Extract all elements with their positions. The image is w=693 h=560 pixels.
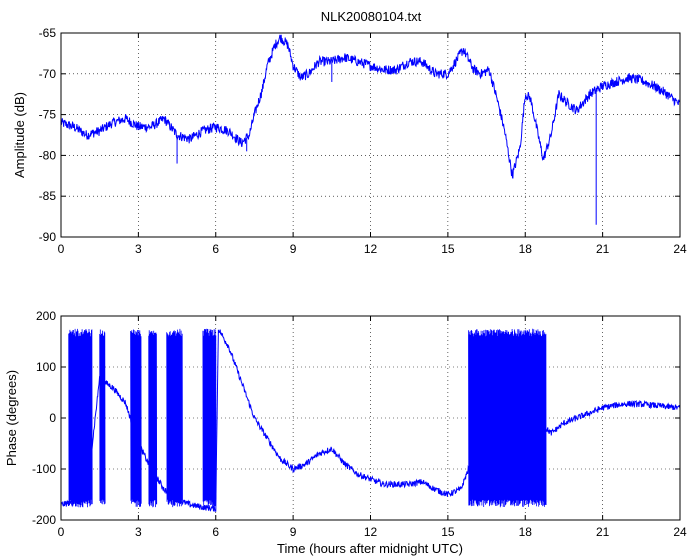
y-tick-label: -70 [39, 67, 57, 81]
x-tick-label: 3 [135, 525, 142, 539]
x-tick-label: 3 [135, 242, 142, 256]
x-tick-label: 18 [519, 242, 533, 256]
y-tick-label: -65 [39, 26, 57, 40]
phase-chart: 0 3 6 9 12 15 18 21 24 -200 -100 0 100 200 Phase (deg… [4, 309, 687, 556]
x-tick-label: 12 [364, 242, 378, 256]
y-tick-label: -85 [39, 189, 57, 203]
amplitude-chart: 0 3 6 9 12 15 18 21 24 -90 -85 -80 -75 -70 -65 Amplitu… [12, 26, 687, 256]
y-tick-label: -80 [39, 148, 57, 162]
phase-x-label: Time (hours after midnight UTC) [277, 541, 463, 556]
phase-wrap-band [202, 328, 217, 508]
y-tick-label: 0 [49, 411, 56, 425]
phase-wrap-band [166, 328, 183, 508]
x-tick-label: 21 [596, 525, 610, 539]
y-tick-label: -75 [39, 108, 57, 122]
phase-wrap-band [99, 329, 106, 505]
x-tick-label: 18 [519, 525, 533, 539]
amplitude-series-line [60, 34, 681, 179]
x-tick-label: 9 [290, 525, 297, 539]
x-tick-label: 15 [441, 242, 455, 256]
phase-wrap-band [130, 329, 142, 507]
phase-wrap-band [148, 330, 158, 508]
phase-ticks: 0 3 6 9 12 15 18 21 24 -200 -100 0 100 200 [32, 309, 687, 539]
phase-y-label: Phase (degrees) [4, 370, 19, 466]
amplitude-ticks: 0 3 6 9 12 15 18 21 24 -90 -85 -80 -75 -70 -65 [39, 26, 687, 256]
x-tick-label: 0 [58, 525, 65, 539]
amplitude-spikes [176, 61, 597, 225]
y-tick-label: 200 [36, 309, 56, 323]
phase-wrap-band [468, 328, 547, 508]
phase-series-line [60, 329, 681, 512]
x-tick-label: 24 [673, 525, 687, 539]
amplitude-y-label: Amplitude (dB) [12, 92, 27, 178]
y-tick-label: -90 [39, 230, 57, 244]
x-tick-label: 6 [212, 525, 219, 539]
x-tick-label: 12 [364, 525, 378, 539]
amplitude-plot-area [61, 33, 680, 237]
phase-wrap-band [68, 328, 93, 508]
y-tick-label: -100 [32, 462, 56, 476]
phase-wrap-segments [68, 328, 547, 508]
x-tick-label: 0 [58, 242, 65, 256]
x-tick-label: 24 [673, 242, 687, 256]
x-tick-label: 21 [596, 242, 610, 256]
y-tick-label: 100 [36, 360, 56, 374]
x-tick-label: 6 [212, 242, 219, 256]
y-tick-label: -200 [32, 513, 56, 527]
x-tick-label: 9 [290, 242, 297, 256]
x-tick-label: 15 [441, 525, 455, 539]
chart-title: NLK20080104.txt [321, 9, 422, 24]
